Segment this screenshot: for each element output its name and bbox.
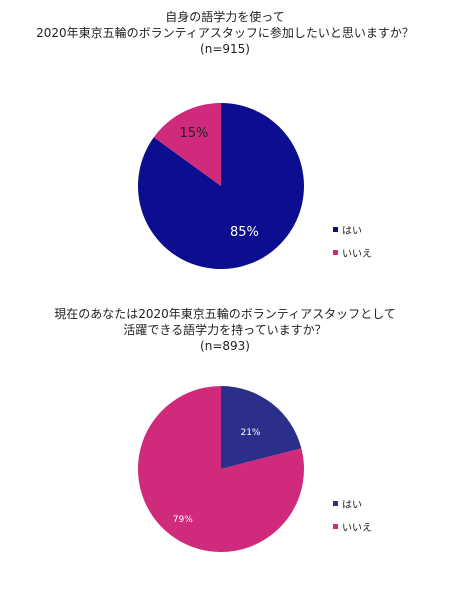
chart-2: 現在のあなたは2020年東京五輪のボランティアスタッフとして 活躍できる語学力を…	[0, 300, 450, 594]
chart-1-title-line-3: (n=915)	[200, 42, 250, 56]
legend-swatch-yes	[333, 500, 338, 506]
legend-label-no: いいえ	[342, 248, 372, 260]
pie-label-no: 15%	[179, 126, 208, 141]
chart-1-title-line-2: 2020年東京五輪のボランティアスタッフに参加したいと思いますか？	[36, 26, 414, 40]
chart-2-title: 現在のあなたは2020年東京五輪のボランティアスタッフとして 活躍できる語学力を…	[0, 306, 450, 354]
pie-label-no: 79%	[173, 515, 193, 525]
chart-2-pie: 21% 79%	[137, 386, 304, 552]
chart-1-title-line-1: 自身の語学力を使って	[165, 10, 285, 24]
chart-1: 自身の語学力を使って 2020年東京五輪のボランティアスタッフに参加したいと思い…	[0, 0, 450, 290]
legend-label-yes: はい	[342, 225, 362, 237]
legend-label-yes: はい	[342, 499, 362, 511]
legend-item-yes: はい	[333, 496, 372, 511]
chart-2-title-line-2: 活躍できる語学力を持っていますか？	[123, 323, 327, 337]
legend-item-no: いいえ	[333, 245, 372, 260]
pie-slice-no	[137, 386, 304, 552]
chart-2-legend: はい いいえ	[333, 496, 372, 542]
legend-item-yes: はい	[333, 222, 372, 237]
pie-slice-yes	[137, 103, 304, 269]
legend-item-no: いいえ	[333, 519, 372, 534]
legend-swatch-no	[333, 249, 338, 255]
legend-label-no: いいえ	[342, 522, 372, 534]
legend-swatch-yes	[333, 226, 338, 232]
pie-label-yes: 85%	[230, 225, 259, 240]
chart-1-title: 自身の語学力を使って 2020年東京五輪のボランティアスタッフに参加したいと思い…	[0, 9, 450, 57]
chart-2-title-line-3: (n=893)	[200, 339, 250, 353]
legend-swatch-no	[333, 523, 338, 529]
chart-2-title-line-1: 現在のあなたは2020年東京五輪のボランティアスタッフとして	[54, 307, 396, 321]
pie-slice-no	[153, 103, 221, 186]
pie-label-yes: 21%	[240, 428, 260, 438]
pie-slice-yes	[221, 386, 302, 469]
chart-1-pie: 85% 15%	[137, 103, 304, 269]
chart-1-legend: はい いいえ	[333, 222, 372, 268]
